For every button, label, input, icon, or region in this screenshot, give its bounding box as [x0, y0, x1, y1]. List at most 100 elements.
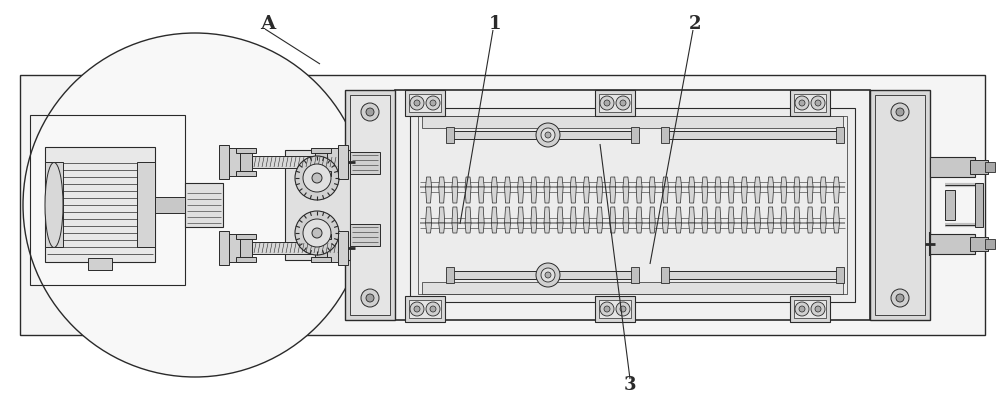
Bar — [631, 127, 639, 143]
Bar — [599, 94, 631, 112]
Polygon shape — [570, 223, 576, 233]
Polygon shape — [597, 207, 603, 223]
Bar — [450, 131, 635, 139]
Bar — [794, 94, 826, 112]
Polygon shape — [610, 187, 616, 203]
Polygon shape — [478, 177, 484, 187]
Bar — [836, 127, 844, 143]
Bar — [222, 234, 240, 262]
Polygon shape — [518, 187, 524, 203]
Polygon shape — [768, 177, 774, 187]
Polygon shape — [741, 177, 747, 187]
Polygon shape — [768, 207, 774, 223]
Circle shape — [430, 306, 436, 312]
Polygon shape — [597, 187, 603, 203]
Polygon shape — [662, 187, 668, 203]
Polygon shape — [676, 177, 682, 187]
Bar — [790, 296, 830, 322]
Bar — [236, 257, 256, 262]
Circle shape — [891, 289, 909, 307]
Bar — [395, 90, 870, 320]
Circle shape — [545, 132, 551, 138]
Circle shape — [536, 263, 560, 287]
Polygon shape — [583, 207, 589, 223]
Bar — [450, 271, 635, 279]
Polygon shape — [439, 187, 445, 203]
Polygon shape — [478, 207, 484, 223]
Polygon shape — [702, 177, 708, 187]
Bar — [137, 162, 155, 247]
Bar — [311, 234, 331, 239]
Polygon shape — [478, 187, 484, 203]
Polygon shape — [794, 207, 800, 223]
Polygon shape — [557, 177, 563, 187]
Polygon shape — [557, 223, 563, 233]
Polygon shape — [689, 223, 695, 233]
Polygon shape — [689, 187, 695, 203]
Bar — [875, 95, 925, 315]
Polygon shape — [833, 187, 839, 203]
Circle shape — [600, 96, 614, 110]
Circle shape — [545, 272, 551, 278]
Bar — [185, 183, 223, 227]
Polygon shape — [452, 207, 458, 223]
Bar — [665, 131, 840, 139]
Circle shape — [410, 302, 424, 316]
Circle shape — [312, 173, 322, 183]
Circle shape — [295, 156, 339, 200]
Circle shape — [600, 302, 614, 316]
Circle shape — [620, 100, 626, 106]
Polygon shape — [715, 187, 721, 203]
Polygon shape — [781, 187, 787, 203]
Bar — [790, 90, 830, 116]
Bar — [631, 267, 639, 283]
Bar — [985, 239, 995, 249]
Circle shape — [361, 289, 379, 307]
Bar — [327, 234, 345, 262]
Polygon shape — [781, 177, 787, 187]
Polygon shape — [597, 223, 603, 233]
Polygon shape — [807, 177, 813, 187]
Circle shape — [295, 211, 339, 255]
Polygon shape — [583, 187, 589, 203]
Bar — [240, 238, 252, 258]
Polygon shape — [649, 207, 655, 223]
Bar — [240, 152, 252, 172]
Polygon shape — [820, 177, 826, 187]
Polygon shape — [754, 207, 760, 223]
Bar — [870, 90, 930, 320]
Polygon shape — [807, 187, 813, 203]
Polygon shape — [491, 207, 497, 223]
Bar — [930, 234, 975, 254]
Circle shape — [410, 96, 424, 110]
Polygon shape — [649, 177, 655, 187]
Polygon shape — [754, 177, 760, 187]
Bar — [252, 242, 345, 254]
Bar — [350, 224, 380, 246]
Polygon shape — [610, 207, 616, 223]
Polygon shape — [636, 187, 642, 203]
Circle shape — [426, 302, 440, 316]
Circle shape — [616, 96, 630, 110]
Polygon shape — [505, 207, 511, 223]
Polygon shape — [426, 207, 432, 223]
Polygon shape — [623, 187, 629, 203]
Polygon shape — [728, 187, 734, 203]
Polygon shape — [426, 177, 432, 187]
Polygon shape — [478, 223, 484, 233]
Circle shape — [430, 100, 436, 106]
Polygon shape — [491, 187, 497, 203]
Polygon shape — [754, 187, 760, 203]
Polygon shape — [623, 223, 629, 233]
Circle shape — [312, 228, 322, 238]
Bar — [219, 231, 229, 265]
Bar — [930, 157, 975, 177]
Text: 3: 3 — [624, 376, 636, 394]
Polygon shape — [531, 207, 537, 223]
Bar — [405, 90, 445, 116]
Polygon shape — [662, 177, 668, 187]
Bar — [338, 145, 348, 179]
Polygon shape — [583, 177, 589, 187]
Polygon shape — [544, 177, 550, 187]
Polygon shape — [570, 177, 576, 187]
